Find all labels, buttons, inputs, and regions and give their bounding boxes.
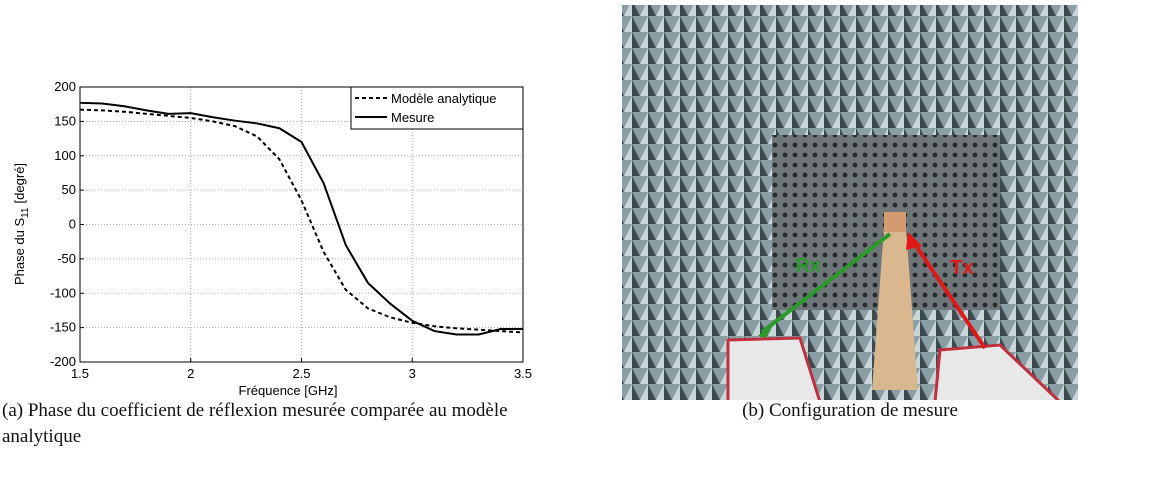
figure: Rx Tx Fréquence [GHz] Phase du S11 [degré… xyxy=(12,5,1078,400)
x-axis-label: Fréquence [GHz] xyxy=(239,383,338,398)
y-tick-label: -150 xyxy=(50,320,76,335)
y-tick-label: -50 xyxy=(57,251,76,266)
x-tick-label: 2 xyxy=(187,366,194,381)
rx-arrowhead xyxy=(758,318,776,338)
x-tick-label: 2.5 xyxy=(292,366,310,381)
y-label-sub: 11 xyxy=(20,207,31,218)
tx-arrowhead xyxy=(906,232,922,250)
y-tick-label: 0 xyxy=(69,217,76,232)
tower xyxy=(872,228,918,390)
y-tick-label: 150 xyxy=(54,113,76,128)
series-line xyxy=(79,108,524,334)
y-tick-label: 50 xyxy=(62,182,76,197)
x-tick-label: 1.5 xyxy=(71,366,89,381)
x-tick-label: 3 xyxy=(409,366,416,381)
fixture-left xyxy=(726,336,821,400)
photo-label: Rx xyxy=(795,255,821,277)
y-tick-label: -100 xyxy=(50,285,76,300)
photo-label: Tx xyxy=(950,257,973,279)
y-axis-label: Phase du S11 [degré] xyxy=(12,163,31,285)
legend-label: Modèle analytique xyxy=(391,91,497,106)
rx-arrow xyxy=(760,232,892,334)
caption-b: (b) Configuration de mesure xyxy=(742,400,958,421)
antenna xyxy=(884,212,906,232)
axes-box xyxy=(79,86,524,363)
legend-label: Mesure xyxy=(391,110,434,125)
photo: Rx Tx xyxy=(622,5,1078,400)
fixture-right xyxy=(933,343,1061,400)
y-label-unit: [degré] xyxy=(12,163,27,203)
tx-arrow xyxy=(910,238,987,350)
y-tick-label: 100 xyxy=(54,148,76,163)
y-tick-label: -200 xyxy=(50,354,76,369)
x-tick-label: 3.5 xyxy=(514,366,532,381)
legend-box xyxy=(350,86,524,130)
y-tick-label: 200 xyxy=(54,79,76,94)
caption-a: (a) Phase du coefficient de réflexion me… xyxy=(2,400,508,447)
series-line xyxy=(79,101,523,336)
y-label-text: Phase du S xyxy=(12,218,27,286)
